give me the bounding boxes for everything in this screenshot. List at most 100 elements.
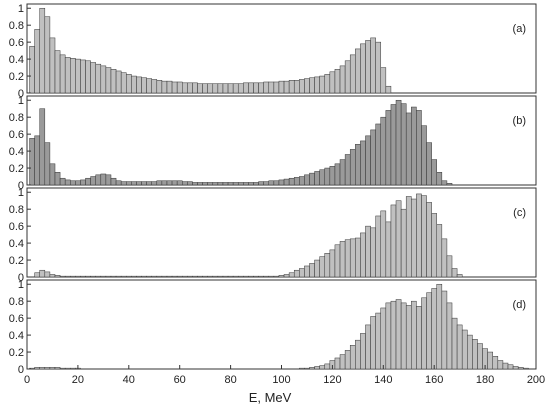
histogram-bar bbox=[360, 43, 366, 94]
histogram-bar bbox=[319, 169, 326, 186]
histogram-bar bbox=[141, 77, 147, 94]
panel-frame bbox=[26, 95, 537, 186]
histogram-bar bbox=[416, 193, 422, 278]
histogram-bar bbox=[182, 181, 188, 186]
histogram-bar bbox=[212, 275, 219, 278]
histogram-bar bbox=[324, 167, 331, 186]
histogram-bar bbox=[441, 290, 448, 370]
histogram-bar bbox=[146, 181, 152, 186]
histogram-bar bbox=[446, 183, 453, 186]
y-tick-label: 0.4 bbox=[9, 146, 24, 158]
histogram-bar bbox=[278, 275, 285, 278]
histogram-bar bbox=[299, 176, 305, 186]
histogram-bar bbox=[222, 182, 229, 186]
histogram-bar bbox=[161, 80, 168, 94]
histogram-bar bbox=[375, 215, 382, 278]
histogram-bar bbox=[446, 302, 453, 370]
histogram-bar bbox=[192, 275, 198, 278]
histogram-bar bbox=[59, 177, 66, 186]
x-tick-label: 40 bbox=[123, 374, 135, 386]
histogram-bar bbox=[426, 292, 432, 370]
x-tick-label: 0 bbox=[24, 374, 30, 386]
histogram-bar bbox=[385, 85, 392, 94]
histogram-bar bbox=[344, 239, 351, 278]
histogram-bar bbox=[64, 367, 71, 370]
histogram-bar bbox=[161, 275, 168, 278]
histogram-bar bbox=[436, 283, 443, 370]
y-tick-label: 0.2 bbox=[9, 163, 24, 175]
histogram-bar bbox=[95, 63, 102, 94]
histogram-bar bbox=[268, 81, 275, 94]
histogram-bar bbox=[222, 83, 229, 94]
histogram-bar bbox=[44, 367, 51, 370]
histogram-bar bbox=[227, 83, 234, 94]
histogram-bar bbox=[349, 345, 356, 370]
histogram-bar bbox=[161, 180, 168, 186]
histogram-bar bbox=[273, 275, 280, 278]
histogram-bar bbox=[80, 275, 86, 278]
histogram-bar bbox=[253, 182, 259, 186]
histogram-bar bbox=[253, 82, 259, 94]
histogram-bar bbox=[283, 178, 290, 186]
histogram-bar bbox=[202, 275, 208, 278]
histogram-bar bbox=[90, 62, 96, 94]
histogram-bar bbox=[390, 104, 397, 186]
histogram-bar bbox=[105, 174, 112, 186]
histogram-bar bbox=[141, 181, 147, 186]
y-tick-label: 0.8 bbox=[9, 20, 24, 32]
y-tick-label: 1 bbox=[18, 187, 24, 199]
histogram-bar bbox=[273, 81, 280, 94]
histogram-bar bbox=[85, 275, 91, 278]
histogram-bar bbox=[34, 367, 40, 370]
histogram-bar bbox=[309, 77, 315, 94]
histogram-bar bbox=[385, 302, 392, 370]
histogram-bar bbox=[304, 367, 310, 370]
panel-label: (b) bbox=[513, 115, 526, 127]
histogram-bar bbox=[237, 275, 244, 278]
histogram-bar bbox=[395, 99, 402, 186]
histogram-bar bbox=[258, 181, 264, 186]
y-tick-label: 1 bbox=[18, 95, 24, 107]
histogram-bar bbox=[299, 268, 305, 278]
x-tick-label: 20 bbox=[72, 374, 84, 386]
histogram-bar bbox=[100, 65, 107, 94]
y-tick-label: 0.2 bbox=[9, 71, 24, 83]
histogram-bar bbox=[375, 312, 382, 370]
histogram-bar bbox=[126, 74, 132, 94]
histogram-bar bbox=[151, 275, 158, 278]
histogram-bar bbox=[95, 174, 102, 186]
y-tick-label: 0 bbox=[18, 364, 24, 376]
histogram-bar bbox=[207, 275, 214, 278]
histogram-bar bbox=[370, 129, 376, 186]
histogram-bar bbox=[192, 82, 198, 94]
histogram-bar bbox=[253, 275, 259, 278]
histogram-bar bbox=[207, 182, 214, 186]
histogram-bar bbox=[380, 67, 387, 94]
histogram-bar bbox=[324, 74, 331, 94]
histogram-bar bbox=[324, 253, 331, 278]
histogram-bar bbox=[131, 275, 137, 278]
y-tick-label: 0.4 bbox=[9, 238, 24, 250]
histogram-bar bbox=[126, 181, 132, 186]
x-axis-label: E, MeV bbox=[249, 390, 292, 405]
histogram-bar bbox=[400, 208, 407, 278]
histogram-bar bbox=[421, 125, 427, 186]
panel-label: (a) bbox=[513, 23, 526, 35]
histogram-bar bbox=[293, 80, 300, 94]
histogram-bar bbox=[299, 367, 305, 370]
histogram-bar bbox=[192, 182, 198, 186]
histogram-bar bbox=[136, 181, 142, 186]
histogram-bar bbox=[268, 180, 275, 186]
histogram-bar bbox=[293, 177, 300, 186]
histogram-bar bbox=[334, 357, 341, 370]
histogram-bar bbox=[70, 367, 76, 370]
histogram-bar bbox=[146, 78, 152, 94]
histogram-bar bbox=[54, 172, 61, 186]
histogram-bar bbox=[49, 274, 56, 278]
histogram-bar bbox=[171, 275, 178, 278]
x-tick-label: 140 bbox=[374, 374, 392, 386]
histogram-bar bbox=[349, 238, 356, 278]
histogram-bar bbox=[202, 182, 208, 186]
y-tick-label: 0 bbox=[18, 272, 24, 284]
